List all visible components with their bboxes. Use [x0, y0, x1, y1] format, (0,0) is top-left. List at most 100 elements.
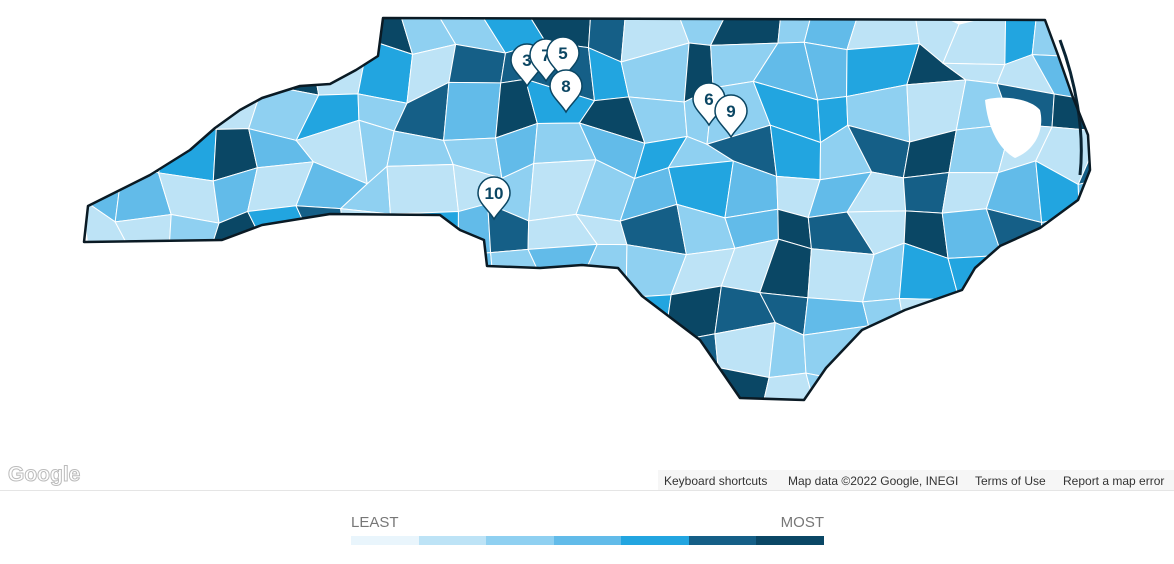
- county: [1075, 247, 1090, 291]
- county: [442, 81, 502, 141]
- county: [983, 280, 1037, 342]
- google-logo: Google: [8, 463, 80, 486]
- county: [359, 284, 395, 344]
- county: [132, 258, 175, 298]
- legend-swatch: [621, 536, 689, 545]
- marker[interactable]: 5: [546, 36, 580, 81]
- attribution-link[interactable]: Terms of Use: [975, 474, 1046, 488]
- county: [263, 333, 319, 373]
- county: [859, 366, 910, 400]
- legend-least: LEAST: [351, 514, 399, 531]
- county: [167, 213, 220, 262]
- county: [758, 372, 815, 400]
- county: [319, 252, 361, 286]
- legend-bar: [351, 536, 825, 545]
- marker-pin: [714, 94, 748, 139]
- county: [341, 364, 401, 400]
- county: [111, 18, 180, 49]
- county: [1084, 78, 1090, 132]
- county: [205, 365, 276, 400]
- county: [896, 331, 958, 369]
- counties: [84, 18, 1090, 400]
- county: [1087, 280, 1090, 330]
- county: [169, 369, 231, 400]
- county: [84, 18, 120, 52]
- county: [805, 372, 874, 400]
- county: [486, 336, 531, 378]
- county: [574, 293, 641, 337]
- county: [983, 324, 1052, 362]
- county: [177, 84, 224, 130]
- sound: [985, 97, 1042, 158]
- county: [523, 376, 598, 400]
- marker[interactable]: 10: [477, 176, 511, 221]
- county: [111, 43, 180, 104]
- county: [84, 296, 134, 343]
- county: [668, 366, 726, 400]
- attribution-text: Map data ©2022 Google, INEGI: [788, 474, 959, 488]
- state-outline: [82, 16, 1092, 402]
- county: [84, 47, 125, 104]
- county: [84, 320, 133, 376]
- attribution-link[interactable]: Keyboard shortcuts: [664, 474, 768, 488]
- county: [528, 291, 589, 338]
- county: [263, 365, 309, 400]
- county: [663, 333, 719, 368]
- county: [1085, 43, 1090, 100]
- county: [264, 282, 323, 340]
- county: [585, 367, 630, 400]
- legend-swatch: [756, 536, 825, 545]
- county: [211, 286, 278, 345]
- county: [898, 297, 960, 336]
- county: [478, 363, 542, 400]
- county: [386, 163, 459, 215]
- county: [859, 325, 907, 385]
- county: [305, 363, 344, 400]
- county: [1000, 358, 1052, 400]
- marker[interactable]: 8: [549, 69, 583, 114]
- county: [393, 328, 450, 375]
- county: [1001, 253, 1042, 290]
- county: [441, 328, 494, 365]
- county: [1035, 319, 1090, 369]
- county: [1076, 200, 1090, 256]
- legend-swatch: [486, 536, 554, 545]
- county: [523, 335, 589, 378]
- county: [206, 244, 278, 291]
- county: [615, 319, 691, 369]
- county: [204, 333, 267, 371]
- county: [1035, 280, 1090, 326]
- marker-label: 9: [726, 102, 735, 121]
- county: [114, 213, 172, 262]
- marker-label: 6: [704, 90, 713, 109]
- county: [1035, 247, 1090, 290]
- county: [862, 297, 907, 337]
- marker[interactable]: 9: [714, 94, 748, 139]
- county: [84, 253, 136, 299]
- attribution-link[interactable]: Report a map error: [1063, 474, 1165, 488]
- county: [1031, 18, 1088, 58]
- marker-label: 3: [522, 51, 531, 70]
- county: [84, 369, 125, 400]
- county: [219, 42, 271, 105]
- county: [121, 369, 173, 400]
- county: [389, 211, 459, 256]
- legend-swatch: [351, 536, 419, 545]
- county: [457, 252, 495, 304]
- county: [430, 360, 494, 400]
- markers: 3 7 5 8 69 10: [477, 36, 748, 221]
- county: [118, 84, 179, 137]
- map: 3 7 5 8 69 10 Google: [7, 16, 1174, 490]
- county: [615, 366, 691, 400]
- county: [585, 319, 641, 378]
- county: [486, 291, 549, 339]
- county: [219, 18, 275, 62]
- attribution-bar: [658, 470, 1174, 490]
- county: [846, 18, 920, 51]
- county: [177, 42, 224, 105]
- divider: [0, 490, 1174, 491]
- marker-label: 8: [561, 77, 570, 96]
- county: [389, 291, 460, 344]
- county: [1033, 358, 1078, 400]
